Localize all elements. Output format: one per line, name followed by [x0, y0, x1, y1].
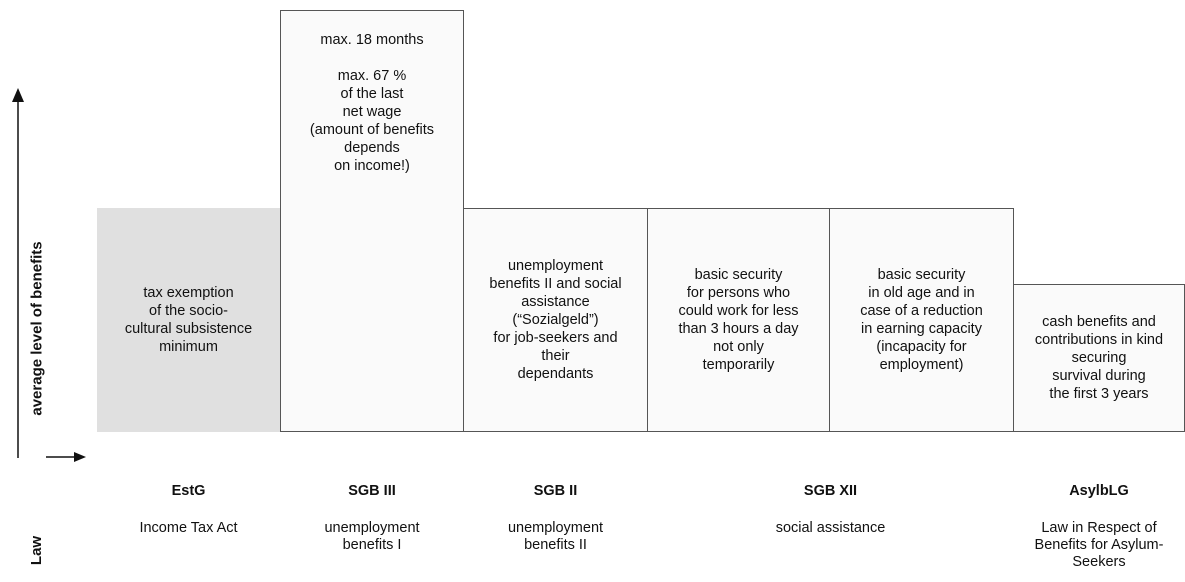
law-sgb-iii: SGB III unemployment benefits I [280, 483, 464, 554]
law-sgb-ii: SGB II unemployment benefits II [463, 483, 648, 554]
law-name: Law in Respect of Benefits for Asylum- S… [1034, 520, 1164, 570]
column-sgb-xii-old-age: basic security in old age and in case of… [829, 208, 1014, 432]
law-asylblg: AsylbLG Law in Respect of Benefits for A… [1013, 483, 1185, 571]
law-sgb-xii: SGB XII social assistance [647, 483, 1014, 537]
law-code: SGB II [533, 483, 578, 499]
law-name: unemployment benefits II [507, 520, 604, 553]
law-estg: EstG Income Tax Act [97, 483, 280, 537]
law-name: Income Tax Act [139, 520, 238, 536]
law-code: SGB III [348, 483, 396, 499]
law-axis-label: Law [28, 535, 46, 565]
law-code: EstG [171, 483, 206, 499]
column-income-tax: tax exemption of the socio- cultural sub… [97, 208, 280, 432]
law-code: SGB XII [803, 483, 858, 499]
x-axis-arrow [46, 452, 86, 462]
column-sgb-iii: max. 18 months max. 67 % of the last net… [280, 10, 464, 432]
column-asylblg: cash benefits and contributions in kind … [1013, 284, 1185, 432]
law-name: unemployment benefits I [324, 520, 420, 553]
column-sgb-xii-reduced-capacity: basic security for persons who could wor… [647, 208, 830, 432]
y-axis-arrow [12, 88, 24, 458]
y-axis-label: average level of benefits [28, 240, 46, 416]
law-name: social assistance [775, 520, 886, 536]
law-code: AsylbLG [1069, 483, 1129, 499]
column-sgb-ii: unemployment benefits II and social assi… [463, 208, 648, 432]
